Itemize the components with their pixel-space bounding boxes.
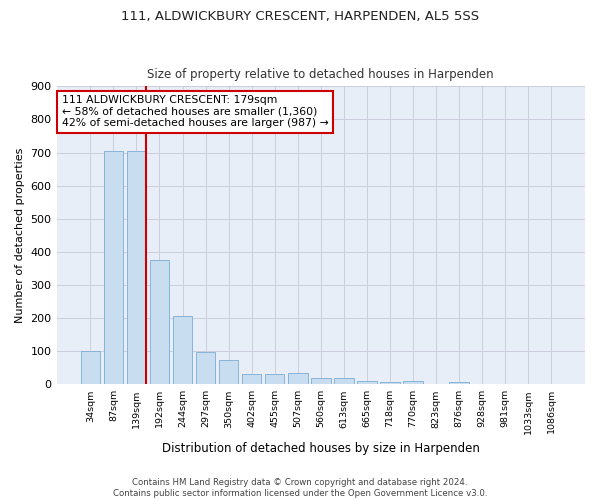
Bar — [311, 378, 331, 384]
Bar — [80, 351, 100, 384]
Bar — [104, 151, 123, 384]
Text: 111 ALDWICKBURY CRESCENT: 179sqm
← 58% of detached houses are smaller (1,360)
42: 111 ALDWICKBURY CRESCENT: 179sqm ← 58% o… — [62, 96, 329, 128]
Bar — [403, 381, 423, 384]
Bar — [149, 260, 169, 384]
Bar — [173, 316, 193, 384]
Bar — [219, 360, 238, 384]
Y-axis label: Number of detached properties: Number of detached properties — [15, 148, 25, 323]
Bar — [357, 381, 377, 384]
Bar — [127, 151, 146, 384]
Bar — [242, 374, 262, 384]
Bar — [196, 352, 215, 384]
Bar — [265, 374, 284, 384]
Text: 111, ALDWICKBURY CRESCENT, HARPENDEN, AL5 5SS: 111, ALDWICKBURY CRESCENT, HARPENDEN, AL… — [121, 10, 479, 23]
Bar — [380, 382, 400, 384]
Text: Contains HM Land Registry data © Crown copyright and database right 2024.
Contai: Contains HM Land Registry data © Crown c… — [113, 478, 487, 498]
Bar — [288, 374, 308, 384]
Bar — [334, 378, 353, 384]
Bar — [449, 382, 469, 384]
Title: Size of property relative to detached houses in Harpenden: Size of property relative to detached ho… — [148, 68, 494, 81]
X-axis label: Distribution of detached houses by size in Harpenden: Distribution of detached houses by size … — [162, 442, 480, 455]
